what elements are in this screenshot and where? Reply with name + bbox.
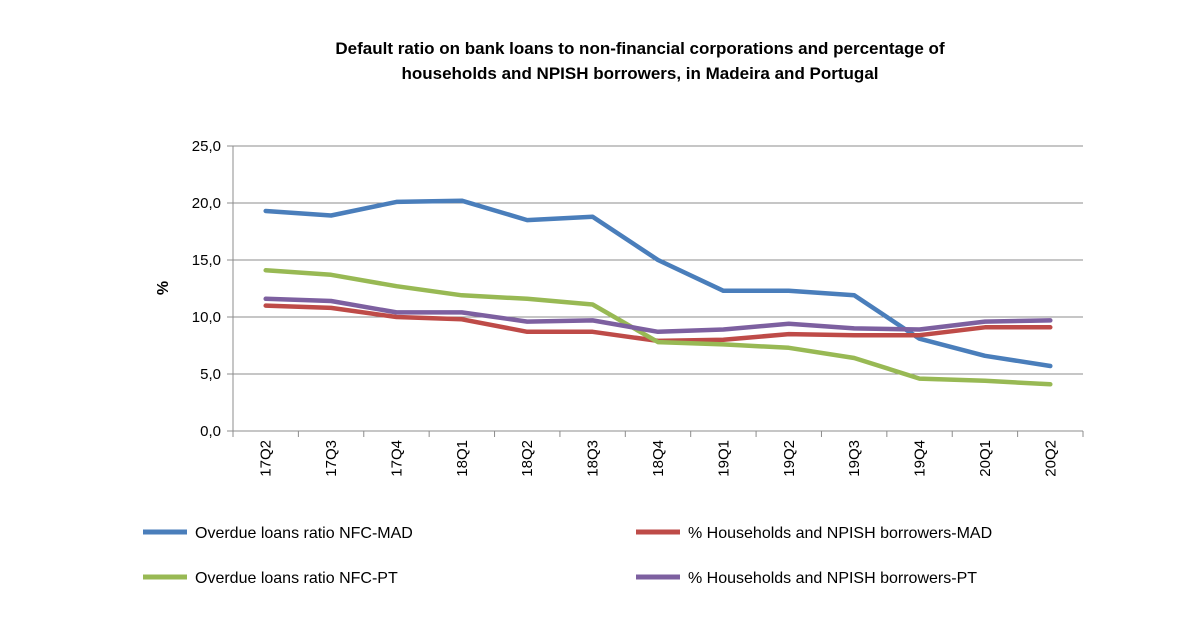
chart-title-line-1: Default ratio on bank loans to non-finan… (335, 39, 945, 58)
legend-label: Overdue loans ratio NFC-PT (195, 570, 398, 587)
y-tick-label: 25,0 (192, 138, 221, 155)
y-tick-label: 15,0 (192, 252, 221, 269)
legend-label: Overdue loans ratio NFC-MAD (195, 525, 413, 542)
series-line-4 (263, 296, 1053, 335)
y-tick-label: 5,0 (200, 366, 221, 383)
legend-label: % Households and NPISH borrowers-PT (688, 570, 977, 587)
x-tick-label: 20Q2 (1042, 440, 1059, 477)
series-line-1 (263, 198, 1053, 369)
y-tick-labels: 0,0 5,0 10,0 15,0 20,0 25,0 (192, 138, 221, 440)
x-tick-label: 17Q2 (258, 440, 275, 477)
plot-series (263, 198, 1053, 387)
x-tick-label: 18Q4 (650, 440, 667, 477)
y-axis-label: % (155, 281, 172, 295)
x-tick-label: 17Q3 (323, 440, 340, 477)
chart-title-line-2: households and NPISH borrowers, in Madei… (401, 64, 878, 83)
x-tick-label: 18Q3 (585, 440, 602, 477)
x-tick-labels: 17Q2 17Q3 17Q4 18Q1 18Q2 18Q3 18Q4 19Q1 19Q2 19Q3… (258, 440, 1060, 477)
x-tick-label: 17Q4 (388, 440, 405, 477)
y-tick-label: 0,0 (200, 423, 221, 440)
x-tick-label: 20Q1 (977, 440, 994, 477)
y-tick-label: 20,0 (192, 195, 221, 212)
y-tick-label: 10,0 (192, 309, 221, 326)
x-tick-label: 19Q3 (846, 440, 863, 477)
x-tick-label: 19Q2 (781, 440, 798, 477)
x-tick-label: 18Q2 (519, 440, 536, 477)
x-tick-label: 19Q4 (912, 440, 929, 477)
legend-label: % Households and NPISH borrowers-MAD (688, 525, 992, 542)
series-line-3 (263, 268, 1053, 387)
legend: Overdue loans ratio NFC-MAD % Households … (143, 525, 992, 587)
axes (227, 145, 1084, 437)
x-tick-label: 19Q1 (715, 440, 732, 477)
x-tick-label: 18Q1 (454, 440, 471, 477)
